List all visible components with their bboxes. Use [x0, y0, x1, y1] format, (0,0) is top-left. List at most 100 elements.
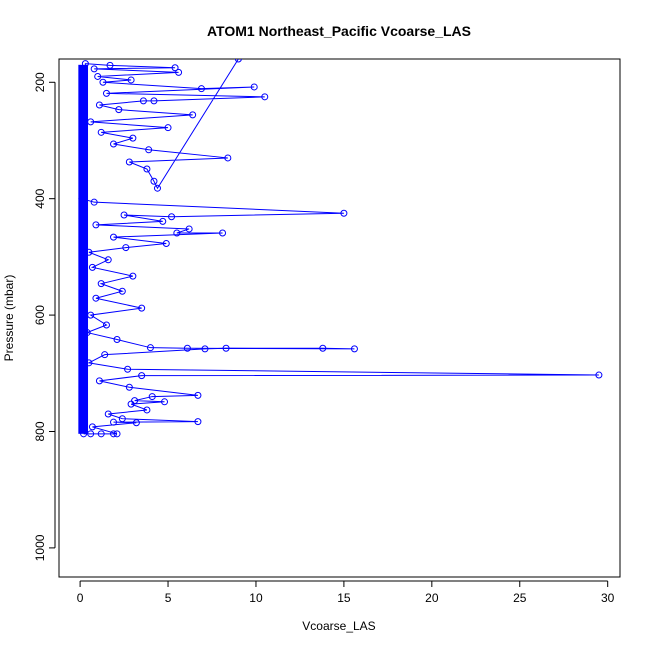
data-point [129, 134, 137, 142]
data-point [185, 225, 193, 233]
data-point [150, 97, 158, 105]
data-point [122, 244, 130, 252]
data-point [131, 397, 139, 405]
data-point [224, 154, 232, 162]
data-point [102, 89, 110, 97]
data-point [81, 60, 89, 68]
data-point [113, 336, 121, 344]
y-axis-label: Pressure (mbar) [2, 275, 16, 362]
data-point [78, 195, 86, 203]
data-point [250, 83, 258, 91]
data-point [125, 383, 133, 391]
data-point [183, 344, 191, 352]
data-point [88, 263, 96, 271]
x-tick-label: 20 [425, 591, 439, 605]
data-point [127, 76, 135, 84]
data-point [189, 111, 197, 119]
data-point [146, 344, 154, 352]
y-tick-label: 600 [33, 305, 47, 325]
data-point [197, 85, 205, 93]
data-point [143, 165, 151, 173]
data-point [138, 304, 146, 312]
x-tick-label: 30 [601, 591, 615, 605]
y-axis: 200 400 600 800 1000 [33, 72, 56, 561]
data-point [125, 158, 133, 166]
data-point [138, 372, 146, 380]
data-point [110, 140, 118, 148]
x-axis-label: Vcoarse_LAS [302, 619, 375, 633]
data-point [124, 365, 132, 373]
data-point [97, 128, 105, 136]
data-point [319, 344, 327, 352]
y-tick-label: 800 [33, 421, 47, 441]
data-point [173, 229, 181, 237]
x-axis: 0 5 10 15 20 25 30 [77, 580, 615, 605]
data-point [92, 294, 100, 302]
data-point [97, 280, 105, 288]
data-point [222, 344, 230, 352]
data-point [118, 287, 126, 295]
x-tick-label: 10 [249, 591, 263, 605]
data-point [261, 93, 269, 101]
data-point [110, 233, 118, 241]
chart-title: ATOM1 Northeast_Pacific Vcoarse_LAS [207, 23, 471, 39]
data-point [340, 209, 348, 217]
data-point [88, 423, 96, 431]
data-point [219, 229, 227, 237]
data-point [148, 393, 156, 401]
data-point [104, 410, 112, 418]
data-point [87, 311, 95, 319]
data-point [90, 198, 98, 206]
data-point [159, 217, 167, 225]
data-point [94, 72, 102, 80]
data-point [80, 430, 88, 438]
near-zero-band [78, 64, 89, 434]
data-point [95, 377, 103, 385]
data-point [201, 345, 209, 353]
data-point [171, 64, 179, 72]
data-point [118, 415, 126, 423]
data-point [104, 256, 112, 264]
data-point [168, 213, 176, 221]
x-tick-label: 5 [165, 591, 172, 605]
data-point [132, 419, 140, 427]
data-layer [78, 59, 603, 438]
data-point [87, 430, 95, 438]
data-point [145, 146, 153, 154]
data-point [350, 345, 358, 353]
data-point [97, 430, 105, 438]
data-point [85, 359, 93, 367]
data-point [194, 418, 202, 426]
data-point [595, 371, 603, 379]
x-tick-label: 15 [337, 591, 351, 605]
data-point [101, 351, 109, 359]
x-tick-label: 25 [513, 591, 527, 605]
data-point [115, 106, 123, 114]
y-tick-label: 400 [33, 188, 47, 208]
data-point [153, 184, 161, 192]
data-point [92, 221, 100, 229]
x-tick-label: 0 [77, 591, 84, 605]
data-point [90, 65, 98, 73]
data-point [162, 240, 170, 247]
data-point [129, 272, 137, 280]
data-point [175, 68, 183, 76]
data-point [120, 211, 128, 219]
data-point [113, 430, 121, 438]
y-tick-label: 200 [33, 72, 47, 92]
data-point [143, 406, 151, 414]
data-point [85, 248, 93, 256]
data-point [110, 430, 118, 438]
data-point [83, 329, 91, 337]
plot-frame [58, 58, 621, 578]
data-point [110, 418, 118, 426]
series-line [81, 59, 599, 435]
data-point [150, 177, 158, 185]
data-point [99, 78, 107, 86]
data-point [102, 321, 110, 329]
data-point [194, 391, 202, 399]
data-point [87, 118, 95, 126]
data-point [139, 97, 147, 105]
data-point [234, 59, 242, 63]
